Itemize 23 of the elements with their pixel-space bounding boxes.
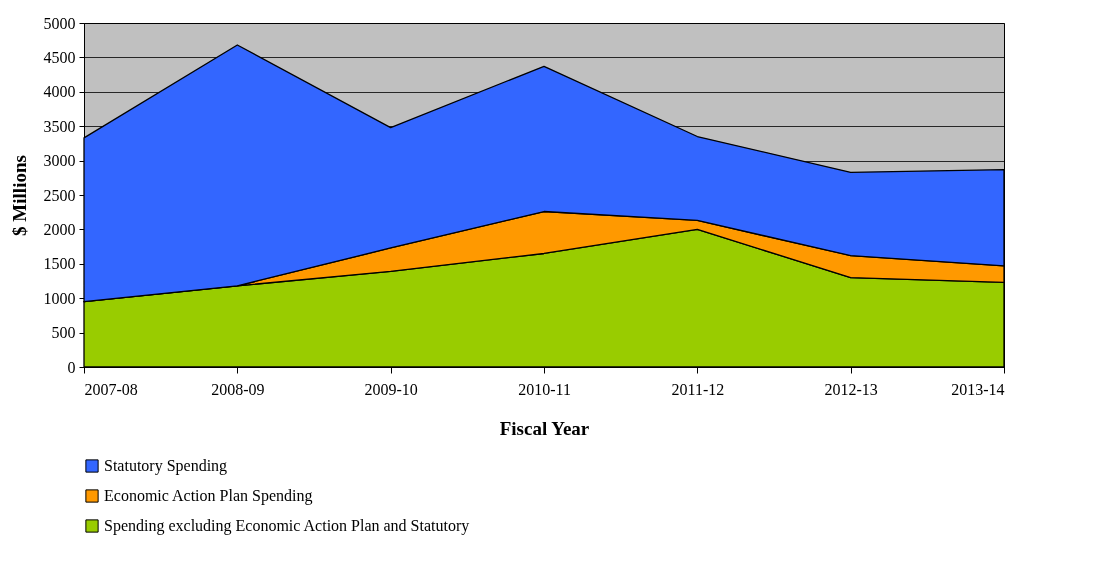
- x-tick-label: 2010-11: [518, 380, 571, 398]
- y-tick-label: 5000: [43, 14, 76, 32]
- x-tick-label: 2007-08: [84, 380, 138, 398]
- legend-label: Spending excluding Economic Action Plan and Statutory: [104, 517, 470, 535]
- legend-label: Statutory Spending: [104, 457, 228, 475]
- x-tick-label: 2011-12: [671, 380, 725, 398]
- y-tick-label: 2000: [43, 220, 76, 238]
- y-tick-label: 3000: [43, 152, 76, 170]
- y-tick-label: 4000: [43, 83, 76, 101]
- y-tick-label: 1500: [43, 255, 76, 273]
- legend-label: Economic Action Plan Spending: [104, 487, 313, 505]
- y-axis-title: $ Millions: [8, 155, 30, 236]
- x-tick-label: 2013-14: [951, 380, 1005, 398]
- x-tick-label: 2009-10: [364, 380, 418, 398]
- x-tick-label: 2012-13: [824, 380, 878, 398]
- y-tick-label: 1000: [43, 289, 76, 307]
- y-tick-label: 500: [51, 324, 76, 342]
- y-tick-label: 2500: [43, 186, 76, 204]
- y-tick-label: 3500: [43, 117, 76, 135]
- y-tick-label: 4500: [43, 48, 76, 66]
- x-tick-label: 2008-09: [211, 380, 265, 398]
- y-tick-label: 0: [67, 358, 76, 376]
- x-axis-title: Fiscal Year: [499, 417, 590, 439]
